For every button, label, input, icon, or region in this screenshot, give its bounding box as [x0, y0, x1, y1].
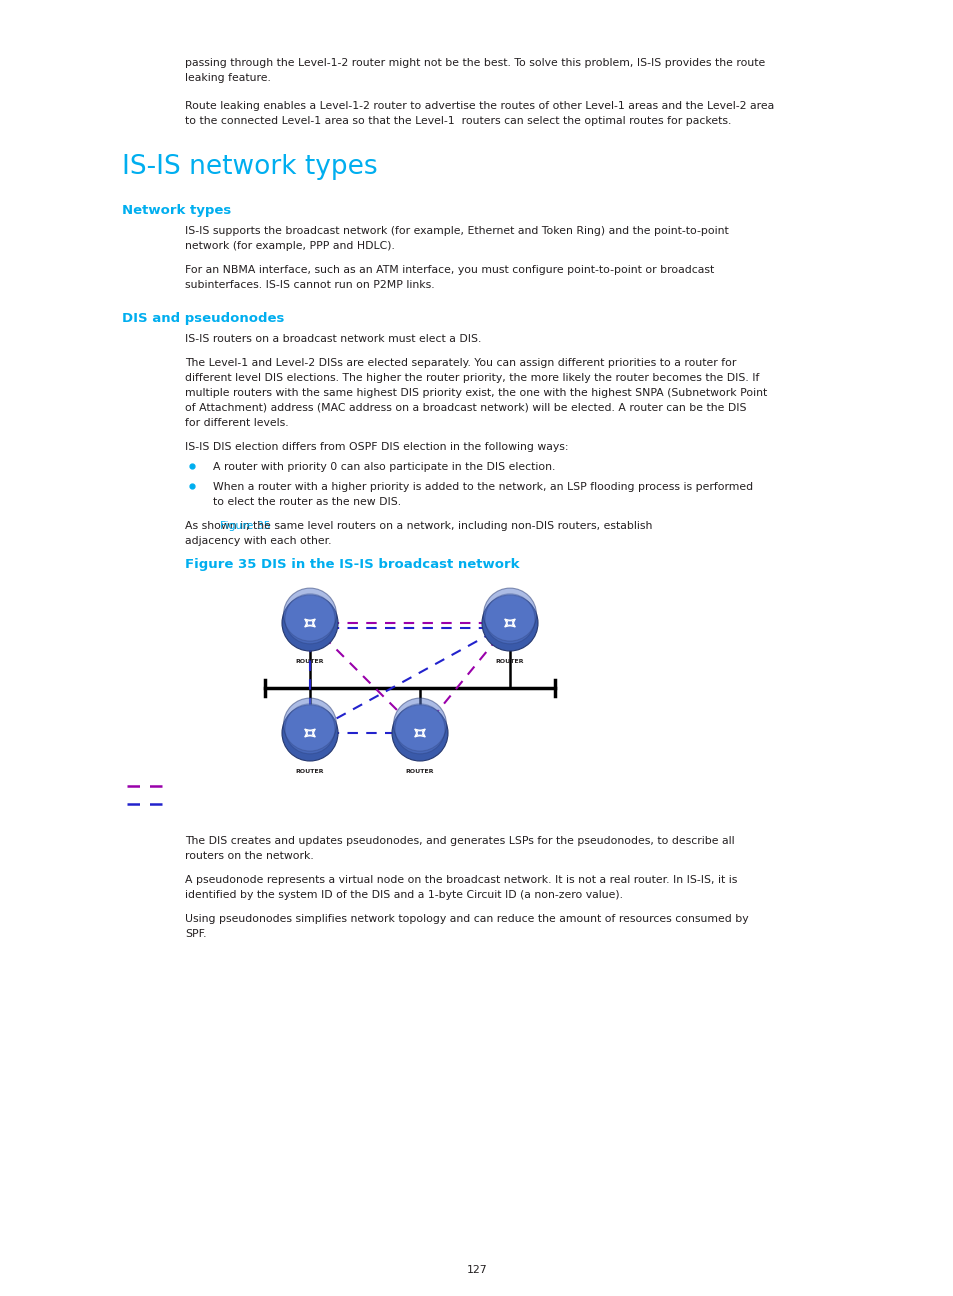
Circle shape	[283, 588, 336, 642]
Text: IS-IS DIS election differs from OSPF DIS election in the following ways:: IS-IS DIS election differs from OSPF DIS…	[185, 442, 568, 452]
Text: passing through the Level-1-2 router might not be the best. To solve this proble: passing through the Level-1-2 router mig…	[185, 58, 764, 67]
Text: ROUTER: ROUTER	[405, 769, 434, 774]
Text: subinterfaces. IS-IS cannot run on P2MP links.: subinterfaces. IS-IS cannot run on P2MP …	[185, 280, 435, 290]
Text: adjacency with each other.: adjacency with each other.	[185, 537, 331, 546]
Text: For an NBMA interface, such as an ATM interface, you must configure point-to-poi: For an NBMA interface, such as an ATM in…	[185, 264, 714, 275]
Text: Figure 35: Figure 35	[220, 521, 271, 531]
Text: Network types: Network types	[122, 203, 231, 216]
Text: for different levels.: for different levels.	[185, 419, 289, 428]
Circle shape	[395, 704, 444, 754]
Text: to the connected Level-1 area so that the Level-1  routers can select the optima: to the connected Level-1 area so that th…	[185, 117, 731, 126]
Text: A pseudonode represents a virtual node on the broadcast network. It is not a rea: A pseudonode represents a virtual node o…	[185, 875, 737, 885]
Text: to elect the router as the new DIS.: to elect the router as the new DIS.	[213, 496, 400, 507]
Text: Using pseudonodes simplifies network topology and can reduce the amount of resou: Using pseudonodes simplifies network top…	[185, 914, 748, 924]
Text: Route leaking enables a Level-1-2 router to advertise the routes of other Level-: Route leaking enables a Level-1-2 router…	[185, 101, 774, 111]
Text: A router with priority 0 can also participate in the DIS election.: A router with priority 0 can also partic…	[213, 461, 555, 472]
Circle shape	[282, 595, 337, 651]
Circle shape	[481, 595, 537, 651]
Text: IS-IS routers on a broadcast network must elect a DIS.: IS-IS routers on a broadcast network mus…	[185, 334, 481, 343]
Text: multiple routers with the same highest DIS priority exist, the one with the high: multiple routers with the same highest D…	[185, 388, 766, 398]
Text: The Level-1 and Level-2 DISs are elected separately. You can assign different pr: The Level-1 and Level-2 DISs are elected…	[185, 358, 736, 368]
Circle shape	[393, 699, 446, 752]
Text: IS-IS network types: IS-IS network types	[122, 154, 377, 180]
Circle shape	[282, 705, 337, 761]
Text: IS-IS supports the broadcast network (for example, Ethernet and Token Ring) and : IS-IS supports the broadcast network (fo…	[185, 226, 728, 236]
Circle shape	[285, 704, 335, 754]
Text: identified by the system ID of the DIS and a 1-byte Circuit ID (a non-zero value: identified by the system ID of the DIS a…	[185, 890, 622, 899]
Text: ROUTER: ROUTER	[295, 769, 324, 774]
Text: Figure 35 DIS in the IS-IS broadcast network: Figure 35 DIS in the IS-IS broadcast net…	[185, 559, 519, 572]
Circle shape	[484, 594, 535, 644]
Text: network (for example, PPP and HDLC).: network (for example, PPP and HDLC).	[185, 241, 395, 251]
Text: different level DIS elections. The higher the router priority, the more likely t: different level DIS elections. The highe…	[185, 373, 759, 384]
Circle shape	[285, 594, 335, 644]
Circle shape	[283, 699, 336, 752]
Text: The DIS creates and updates pseudonodes, and generates LSPs for the pseudonodes,: The DIS creates and updates pseudonodes,…	[185, 836, 734, 846]
Text: routers on the network.: routers on the network.	[185, 851, 314, 861]
Circle shape	[483, 588, 536, 642]
Circle shape	[392, 705, 448, 761]
Text: 127: 127	[466, 1265, 487, 1275]
Text: ROUTER: ROUTER	[295, 658, 324, 664]
Text: When a router with a higher priority is added to the network, an LSP flooding pr: When a router with a higher priority is …	[213, 482, 752, 492]
Text: ROUTER: ROUTER	[496, 658, 524, 664]
Text: leaking feature.: leaking feature.	[185, 73, 271, 83]
Text: , the same level routers on a network, including non-DIS routers, establish: , the same level routers on a network, i…	[246, 521, 652, 531]
Text: DIS and pseudonodes: DIS and pseudonodes	[122, 312, 284, 325]
Text: of Attachment) address (MAC address on a broadcast network) will be elected. A r: of Attachment) address (MAC address on a…	[185, 403, 745, 413]
Text: As shown in: As shown in	[185, 521, 253, 531]
Text: SPF.: SPF.	[185, 929, 206, 940]
